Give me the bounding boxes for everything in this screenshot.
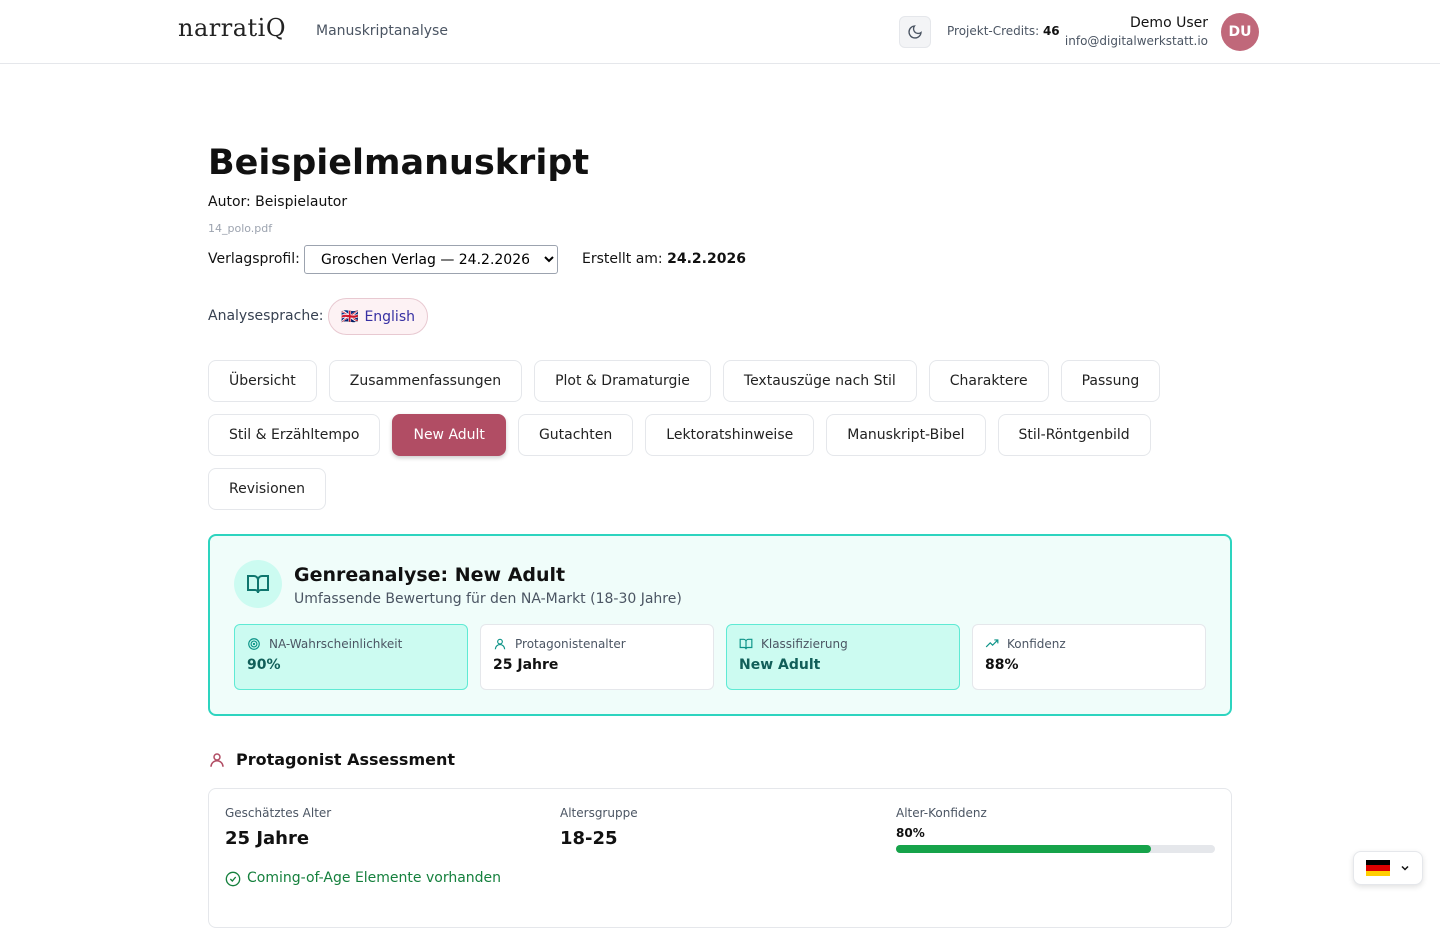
stat-value: New Adult <box>739 657 821 673</box>
tab[interactable]: Stil & Erzähltempo <box>208 414 381 456</box>
age: 25 Jahre <box>225 828 310 849</box>
genre-title: Genreanalyse: New Adult <box>294 564 566 586</box>
author: Autor: Beispielautor <box>208 194 348 210</box>
created-label: Erstellt am: <box>582 251 663 267</box>
protagonist-card: Geschätztes Alter 25 Jahre Altersgruppe … <box>208 788 1232 928</box>
stat-card: Protagonistenalter 25 Jahre <box>480 624 714 690</box>
person-icon <box>210 753 224 767</box>
stat-value: 90% <box>247 657 281 673</box>
tab[interactable]: Passung <box>1060 360 1161 402</box>
stat-label: Protagonistenalter <box>515 637 626 651</box>
group-label: Altersgruppe <box>560 806 638 820</box>
stat-card: NA-Wahrscheinlichkeit 90% <box>234 624 468 690</box>
stat-icon <box>985 639 999 648</box>
protagonist-title: Protagonist Assessment <box>236 750 456 769</box>
tab[interactable]: Manuskript-Bibel <box>826 414 986 456</box>
stat-label-row: NA-Wahrscheinlichkeit <box>247 637 455 651</box>
section-title: Manuskriptanalyse <box>316 23 448 39</box>
genre-card: Genreanalyse: New Adult Umfassende Bewer… <box>208 534 1232 716</box>
stat-label: Konfidenz <box>1007 637 1066 651</box>
user-email: info@digitalwerkstatt.io <box>1064 34 1208 48</box>
created: Erstellt am: 24.2.2026 <box>582 251 746 267</box>
tab[interactable]: Plot & Dramaturgie <box>534 360 711 402</box>
coming-of-age: Coming-of-Age Elemente vorhanden <box>247 870 502 886</box>
chevron <box>1401 865 1409 871</box>
profile-select[interactable]: Groschen Verlag — 24.2.2026 <box>304 245 558 274</box>
stat-value: 25 Jahre <box>493 657 559 673</box>
check-icon <box>225 871 241 887</box>
stat-label-row: Klassifizierung <box>739 637 947 651</box>
tab[interactable]: Revisionen <box>208 468 326 510</box>
genre-subtitle: Umfassende Bewertung für den NA-Markt (1… <box>294 591 682 607</box>
tab[interactable]: Gutachten <box>517 414 634 456</box>
tab[interactable]: Übersicht <box>208 360 317 402</box>
genre-stats: NA-Wahrscheinlichkeit 90% Protagonistenalt… <box>234 624 1206 690</box>
credits: Projekt-Credits: 46 <box>947 24 1060 38</box>
tab-bar: Übersicht Zusammenfassungen Plot & Dramatu… <box>208 360 1168 510</box>
language-flag: 🇬🇧 <box>341 308 359 325</box>
group: 18-25 <box>560 828 618 849</box>
tab[interactable]: Charaktere <box>928 360 1049 402</box>
stat-card: Klassifizierung New Adult <box>726 624 960 690</box>
credits-label: Projekt-Credits: <box>947 24 1040 38</box>
tab[interactable]: Textauszüge nach Stil <box>722 360 917 402</box>
stat-value: 88% <box>985 657 1019 673</box>
tab[interactable]: New Adult <box>392 414 506 456</box>
age-label: Geschätztes Alter <box>225 806 332 820</box>
progress-track <box>896 845 1215 853</box>
progress-bar <box>896 845 1152 853</box>
profile-label: Verlagsprofil: <box>208 251 300 267</box>
confidence-label: Alter-Konfidenz <box>896 806 987 820</box>
language-label: Analysesprache: <box>208 308 324 324</box>
created-date: 24.2.2026 <box>667 251 746 267</box>
flag-de <box>1366 860 1390 876</box>
stat-icon <box>248 638 260 650</box>
language-switcher[interactable] <box>1353 851 1423 885</box>
stat-label-row: Konfidenz <box>985 637 1193 651</box>
file-name: 14_polo.pdf <box>208 222 273 235</box>
language-chip[interactable]: 🇬🇧 English <box>328 298 428 335</box>
tab[interactable]: Lektoratshinweise <box>645 414 815 456</box>
avatar[interactable]: DU <box>1221 13 1259 51</box>
header: narratiQ Manuskriptanalyse Projekt-Credi… <box>0 0 1440 64</box>
manuscript-title: Beispielmanuskript <box>208 143 590 183</box>
logo[interactable]: narratiQ <box>178 14 287 42</box>
credits-value: 46 <box>1042 24 1060 38</box>
stat-icon <box>494 638 506 650</box>
genre-icon <box>234 560 282 608</box>
theme-toggle[interactable] <box>899 16 931 48</box>
stat-card: Konfidenz 88% <box>972 624 1206 690</box>
confidence-value: 80% <box>896 826 925 840</box>
language: English <box>364 308 415 325</box>
stat-icon <box>739 638 753 650</box>
stat-label: NA-Wahrscheinlichkeit <box>269 637 403 651</box>
tab[interactable]: Zusammenfassungen <box>328 360 523 402</box>
stat-label-row: Protagonistenalter <box>493 637 701 651</box>
stat-label: Klassifizierung <box>761 637 848 651</box>
tab[interactable]: Stil-Röntgenbild <box>997 414 1151 456</box>
user-name: Demo User <box>1130 15 1208 31</box>
